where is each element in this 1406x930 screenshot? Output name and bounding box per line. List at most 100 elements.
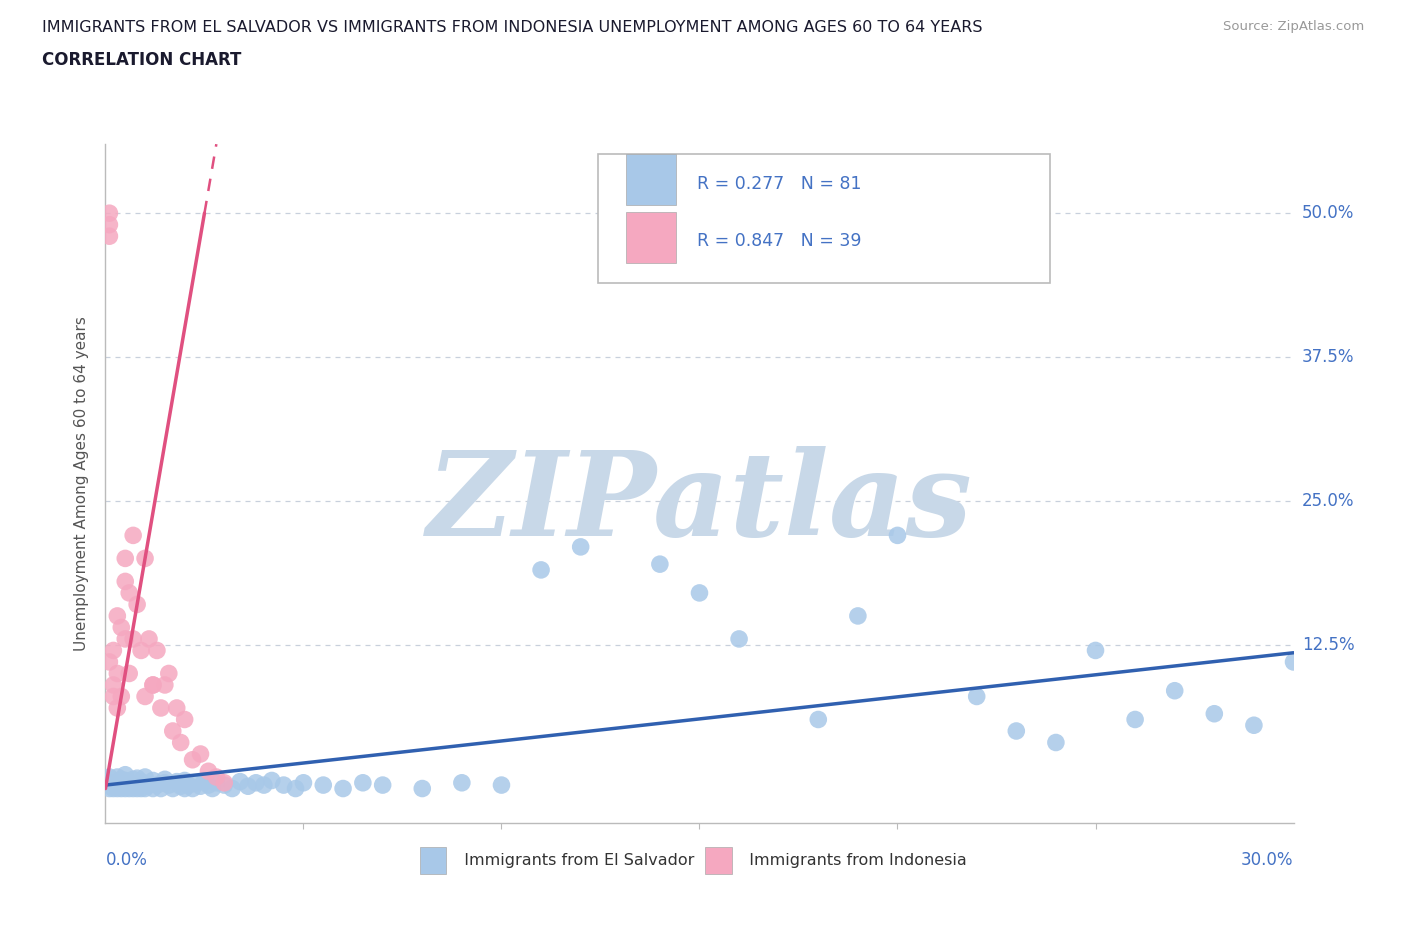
Point xyxy=(114,631,136,646)
Point xyxy=(153,678,176,693)
Bar xyxy=(626,212,676,263)
Point xyxy=(129,781,152,796)
Point xyxy=(114,777,136,792)
Text: R = 0.847   N = 39: R = 0.847 N = 39 xyxy=(697,232,862,250)
Point xyxy=(127,597,149,612)
Point xyxy=(142,781,165,796)
Point xyxy=(807,712,830,727)
Point xyxy=(157,777,180,792)
Point xyxy=(166,700,188,715)
Text: 37.5%: 37.5% xyxy=(1302,348,1354,366)
Point xyxy=(110,772,132,787)
Point xyxy=(105,781,128,796)
Point xyxy=(352,776,374,790)
Point xyxy=(170,778,193,793)
Point xyxy=(170,735,193,750)
Point xyxy=(110,620,132,635)
Point xyxy=(186,776,208,790)
Point xyxy=(1204,706,1226,721)
Point xyxy=(110,689,132,704)
Point xyxy=(411,781,433,796)
Point xyxy=(173,781,195,796)
Point xyxy=(103,643,125,658)
Point xyxy=(149,781,172,796)
Point xyxy=(122,781,145,796)
Point xyxy=(142,773,165,788)
Point xyxy=(1243,718,1265,733)
Bar xyxy=(626,154,676,206)
Text: Source: ZipAtlas.com: Source: ZipAtlas.com xyxy=(1223,20,1364,33)
Point xyxy=(103,776,125,790)
Point xyxy=(153,772,176,787)
Point xyxy=(122,772,145,787)
Point xyxy=(127,781,149,796)
Point xyxy=(98,218,121,232)
Point xyxy=(129,643,152,658)
Point xyxy=(114,773,136,788)
Point xyxy=(118,776,141,790)
Point xyxy=(1282,655,1305,670)
Text: 50.0%: 50.0% xyxy=(1302,205,1354,222)
Point xyxy=(162,781,184,796)
Point xyxy=(1164,684,1187,698)
Point xyxy=(129,774,152,789)
Point xyxy=(193,773,215,788)
Point xyxy=(181,752,204,767)
Point xyxy=(197,777,219,792)
Point xyxy=(190,747,212,762)
Point xyxy=(134,551,156,565)
Point xyxy=(846,608,869,623)
Point xyxy=(229,774,252,789)
Point xyxy=(153,776,176,790)
Point xyxy=(201,781,224,796)
Point xyxy=(1123,712,1146,727)
Point xyxy=(1005,724,1028,738)
Text: 12.5%: 12.5% xyxy=(1302,636,1354,654)
Text: 0.0%: 0.0% xyxy=(105,851,148,869)
Point xyxy=(181,781,204,796)
Point xyxy=(146,777,169,792)
Point xyxy=(491,777,513,792)
Point xyxy=(530,563,553,578)
Point xyxy=(134,781,156,796)
Point xyxy=(122,631,145,646)
Point xyxy=(190,778,212,793)
Point xyxy=(1045,735,1067,750)
Point xyxy=(138,631,160,646)
Text: CORRELATION CHART: CORRELATION CHART xyxy=(42,51,242,69)
Text: 30.0%: 30.0% xyxy=(1241,851,1294,869)
Text: Immigrants from Indonesia: Immigrants from Indonesia xyxy=(738,853,966,868)
Point xyxy=(205,776,228,790)
Text: ZIPatlas: ZIPatlas xyxy=(426,446,973,562)
Point xyxy=(110,778,132,793)
Text: IMMIGRANTS FROM EL SALVADOR VS IMMIGRANTS FROM INDONESIA UNEMPLOYMENT AMONG AGES: IMMIGRANTS FROM EL SALVADOR VS IMMIGRANT… xyxy=(42,20,983,35)
Point xyxy=(114,767,136,782)
Point xyxy=(114,781,136,796)
Point xyxy=(728,631,751,646)
Point xyxy=(127,771,149,786)
Point xyxy=(103,781,125,796)
Point xyxy=(332,781,354,796)
Point xyxy=(114,574,136,589)
Point xyxy=(569,539,592,554)
Point xyxy=(221,781,243,796)
Point xyxy=(142,678,165,693)
Point xyxy=(105,608,128,623)
Point xyxy=(98,655,121,670)
Y-axis label: Unemployment Among Ages 60 to 64 years: Unemployment Among Ages 60 to 64 years xyxy=(75,316,90,651)
Point xyxy=(214,777,236,792)
Point xyxy=(142,678,165,693)
Text: 25.0%: 25.0% xyxy=(1302,492,1354,510)
Point xyxy=(118,781,141,796)
Bar xyxy=(706,847,731,874)
Point xyxy=(205,770,228,785)
Point xyxy=(118,666,141,681)
Point xyxy=(122,528,145,543)
Point xyxy=(648,557,671,572)
Point xyxy=(245,776,267,790)
Point xyxy=(284,781,307,796)
Point xyxy=(886,528,908,543)
Point xyxy=(689,586,711,601)
Point xyxy=(1084,643,1107,658)
Point xyxy=(966,689,988,704)
